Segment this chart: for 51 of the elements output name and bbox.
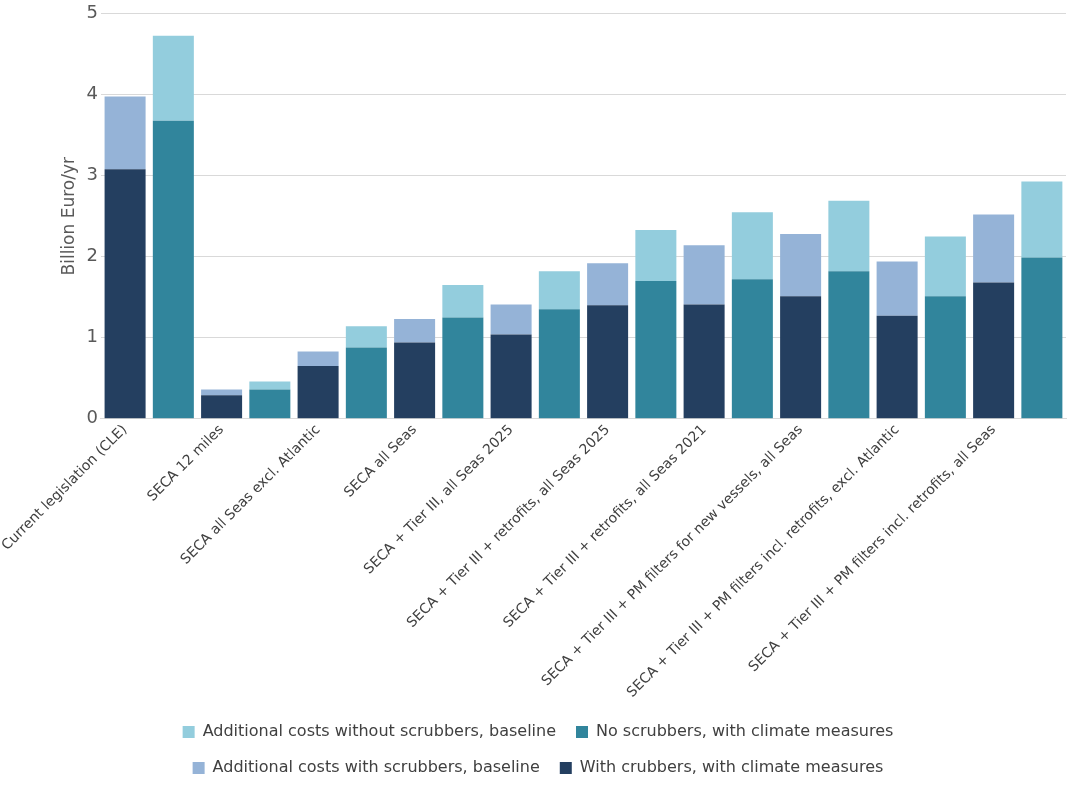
bar xyxy=(442,285,484,318)
bar xyxy=(249,389,291,419)
y-tick-label: 1 xyxy=(86,325,98,347)
y-tick-label: 4 xyxy=(86,82,98,104)
bar xyxy=(924,296,966,419)
bar xyxy=(780,296,822,419)
bar xyxy=(780,234,822,297)
bar xyxy=(104,96,146,170)
bar xyxy=(587,305,629,419)
legend-label: Additional costs with scrubbers, baseline xyxy=(212,757,540,777)
bar xyxy=(104,169,146,419)
bar xyxy=(635,280,677,419)
bar xyxy=(876,261,918,316)
bar xyxy=(683,245,725,305)
bar xyxy=(345,326,387,348)
legend-label: No scrubbers, with climate measures xyxy=(596,721,894,741)
bar xyxy=(828,200,870,272)
bar xyxy=(973,282,1015,419)
y-axis-title: Billion Euro/yr xyxy=(57,156,78,276)
legend-label: With crubbers, with climate measures xyxy=(579,757,884,777)
bar xyxy=(1021,181,1063,258)
bar xyxy=(924,236,966,297)
bar xyxy=(394,319,436,343)
bar xyxy=(442,317,484,419)
bar xyxy=(876,315,918,419)
bar xyxy=(297,366,339,419)
bar xyxy=(731,279,773,419)
y-tick-label: 2 xyxy=(86,244,98,266)
bar xyxy=(635,229,677,281)
y-tick-label: 5 xyxy=(86,1,98,23)
bar xyxy=(297,351,339,366)
bar xyxy=(731,212,773,280)
bar xyxy=(394,342,436,419)
bar xyxy=(201,395,243,419)
legend-label: Additional costs without scrubbers, baseline xyxy=(202,721,557,741)
y-tick-label: 3 xyxy=(86,163,98,185)
bar xyxy=(538,309,580,419)
bar xyxy=(683,304,725,419)
bar xyxy=(587,263,629,306)
bar xyxy=(152,35,194,121)
bar xyxy=(345,347,387,419)
bar xyxy=(201,389,243,396)
bar xyxy=(828,271,870,419)
bar xyxy=(490,334,532,419)
y-tick-label: 0 xyxy=(86,406,98,428)
bar xyxy=(490,304,532,335)
bar xyxy=(538,271,580,310)
bar xyxy=(973,214,1015,283)
bar xyxy=(152,120,194,419)
bar xyxy=(1021,257,1063,419)
bar xyxy=(249,381,291,390)
